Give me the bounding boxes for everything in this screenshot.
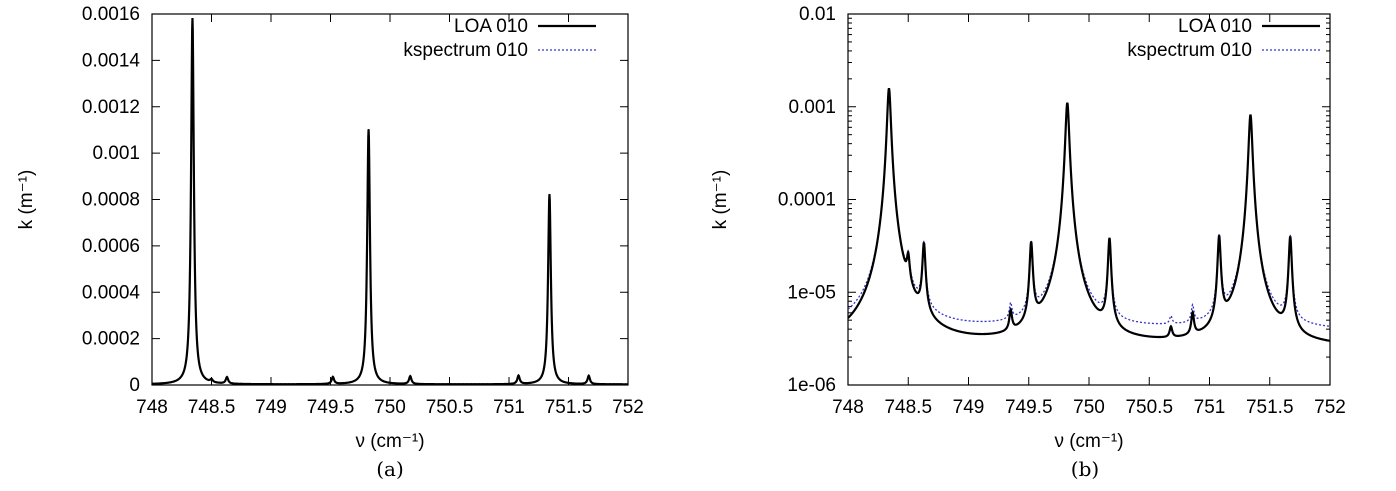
y-tick-label: 0.001: [92, 143, 140, 164]
legend-label: kspectrum 010: [403, 40, 528, 61]
y-tick-label: 1e-05: [787, 282, 836, 303]
panel-caption: (a): [376, 457, 404, 481]
y-tick-label: 0.0012: [82, 97, 140, 118]
y-tick-label: 0: [129, 375, 140, 396]
y-axis-label: k (m⁻¹): [710, 170, 731, 230]
x-tick-label: 751.5: [545, 397, 593, 418]
x-tick-label: 750: [374, 397, 406, 418]
y-tick-label: 0.0008: [82, 190, 140, 211]
plot-frame: [151, 13, 629, 386]
y-tick-label: 0.01: [799, 4, 836, 25]
y-axis-label: k (m⁻¹): [16, 170, 37, 230]
x-tick-label: 749.5: [307, 397, 355, 418]
y-tick-label: 0.0004: [82, 282, 141, 303]
plot-frame: [847, 13, 1331, 386]
x-tick-label: 749.5: [1005, 397, 1053, 418]
x-tick-label: 750: [1073, 397, 1105, 418]
x-tick-label: 752: [1314, 397, 1346, 418]
y-tick-label: 0.0014: [82, 50, 141, 71]
x-axis-label: ν (cm⁻¹): [1054, 431, 1123, 452]
panel-a: 748 748.5 749 749.5 750 750.5 751 751.5 752 0 0.00…: [16, 4, 644, 481]
x-tick-label: 750.5: [1125, 397, 1173, 418]
y-tick-label: 0.0001: [778, 190, 836, 211]
panel-b: 748 748.5 749 749.5 750 750.5 751 751.5 752 1e-06…: [710, 4, 1346, 481]
y-tick-label: 0.0016: [82, 4, 140, 25]
series-line-loa-010: [848, 87, 1330, 342]
series-line-loa-010: [152, 17, 628, 385]
x-tick-label: 748.5: [884, 397, 932, 418]
x-tick-label: 748: [832, 397, 864, 418]
x-tick-label: 749: [255, 397, 287, 418]
x-tick-label: 752: [612, 397, 644, 418]
panel-caption: (b): [1071, 457, 1099, 481]
x-tick-label: 750.5: [426, 397, 474, 418]
x-tick-label: 751: [493, 397, 525, 418]
legend-label: LOA 010: [454, 16, 528, 37]
x-tick-label: 751: [1194, 397, 1226, 418]
legend-label: kspectrum 010: [1127, 40, 1252, 61]
series-line-kspectrum-010: [848, 88, 1330, 327]
y-tick-label: 0.001: [788, 97, 836, 118]
x-tick-label: 749: [953, 397, 985, 418]
x-axis-label: ν (cm⁻¹): [355, 431, 424, 452]
x-tick-label: 751.5: [1246, 397, 1294, 418]
legend-label: LOA 010: [1178, 16, 1252, 37]
x-tick-label: 748.5: [188, 397, 236, 418]
x-tick-label: 748: [136, 397, 168, 418]
series-line-kspectrum-010: [152, 17, 628, 385]
y-tick-label: 0.0002: [82, 329, 140, 350]
y-tick-label: 0.0006: [82, 236, 140, 257]
y-tick-label: 1e-06: [787, 375, 836, 396]
